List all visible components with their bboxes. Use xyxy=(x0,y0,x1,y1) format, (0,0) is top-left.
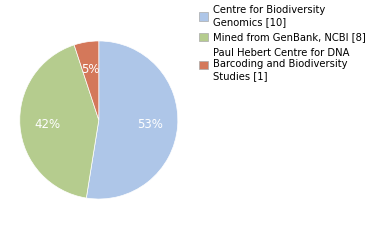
Text: 53%: 53% xyxy=(137,118,163,131)
Text: 5%: 5% xyxy=(81,63,100,76)
Wedge shape xyxy=(74,41,99,120)
Wedge shape xyxy=(86,41,178,199)
Text: 42%: 42% xyxy=(35,118,61,131)
Wedge shape xyxy=(20,45,99,198)
Legend: Centre for Biodiversity
Genomics [10], Mined from GenBank, NCBI [8], Paul Hebert: Centre for Biodiversity Genomics [10], M… xyxy=(199,5,366,81)
